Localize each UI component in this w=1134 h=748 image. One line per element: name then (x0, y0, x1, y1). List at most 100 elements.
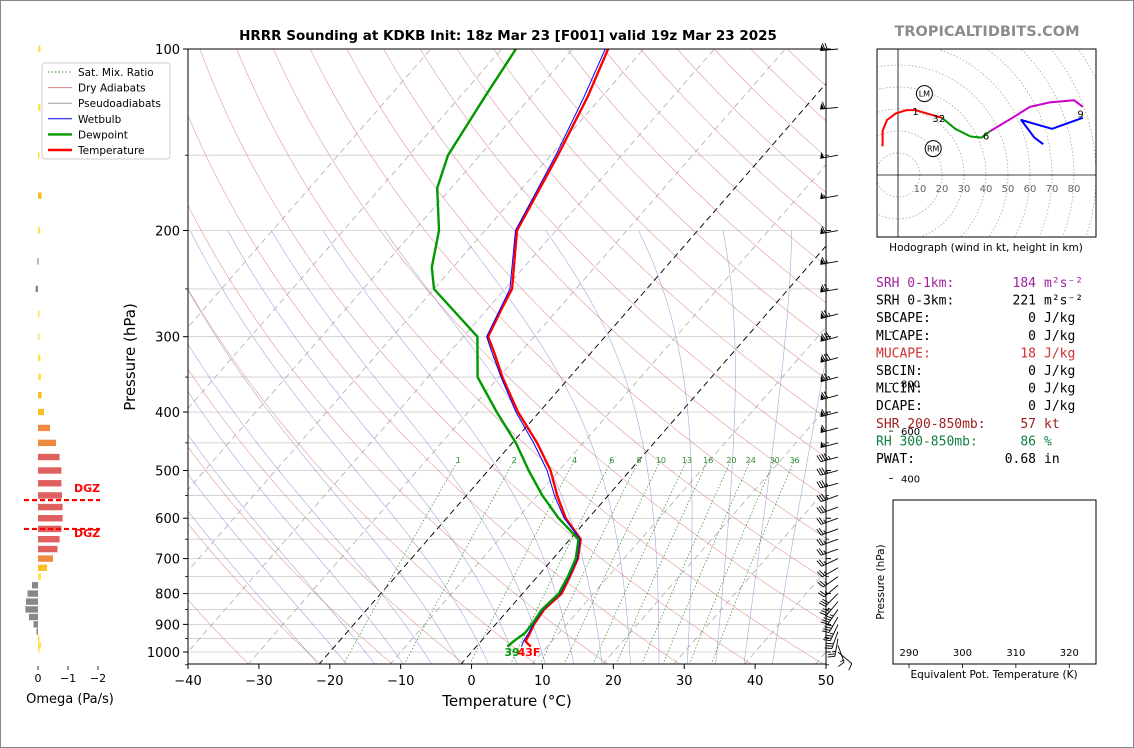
wind-barb-staff (829, 624, 839, 641)
hodograph-segment (989, 99, 1084, 132)
hodograph-segment (941, 117, 991, 139)
hodograph-ring-label: 10 (914, 184, 927, 195)
wind-barb-full (821, 610, 829, 614)
theta-e-box (892, 499, 1097, 665)
wind-barb-full (821, 480, 826, 487)
wind-barb-full (818, 559, 825, 566)
wind-barb-full (821, 453, 826, 461)
wind-barb-staff (826, 601, 839, 616)
surface-dewpoint-label: 39 (504, 646, 519, 659)
mixing-ratio-labels: 1 2 4 6 8 10 13 16 20 24 30 36 (456, 456, 800, 465)
theta-e-y-tick-label: 600 (901, 427, 920, 438)
wind-barb-full (816, 507, 822, 514)
wind-barb-full (822, 101, 826, 109)
hodograph-panel: 10 20 30 40 50 60 70 80 LM RM 1 3 2 6 9 Hodograph (wi… (876, 48, 1097, 254)
omega-bar (38, 573, 41, 580)
theta-e-xlabel: Equivalent Pot. Temperature (K) (910, 669, 1077, 681)
wind-barb (820, 441, 839, 448)
wind-barb (827, 638, 839, 658)
wind-barb-full (818, 548, 824, 555)
wind-barb (820, 226, 839, 235)
y-tick-label: 900 (155, 618, 180, 633)
x-tick-label: −30 (245, 674, 272, 689)
skew-t-axes-box (187, 48, 827, 665)
wind-barb-full (821, 392, 826, 399)
hodograph-segment (915, 109, 943, 119)
wind-barb-full (821, 424, 826, 432)
omega-bar (38, 104, 41, 111)
pseudoadiabat-line (188, 473, 347, 664)
dry-adiabat-line (823, 49, 826, 52)
wind-barb (823, 624, 839, 642)
wind-barb-full (822, 619, 830, 623)
wind-barb (820, 353, 839, 363)
wind-barb (817, 576, 839, 588)
stat-label: SBCIN: (876, 364, 923, 379)
stat-label: PWAT: (876, 452, 915, 467)
wind-barb (820, 391, 839, 401)
wind-barb (820, 152, 839, 159)
isotherm-dashed-line (188, 49, 573, 491)
mixing-ratio-label: 24 (746, 456, 756, 465)
wind-barb-full (823, 373, 829, 381)
stat-value: 86 (1020, 434, 1036, 449)
wind-barb-staff (820, 517, 839, 525)
wind-barb-full (823, 453, 829, 460)
wind-barb-full (819, 590, 827, 596)
theta-e-x-tick-label: 320 (1060, 648, 1079, 659)
storm-motion-label: RM (927, 145, 940, 154)
mixing-ratio-line (711, 459, 795, 664)
wind-barb (820, 192, 839, 200)
wind-barb-half (828, 375, 831, 380)
stat-unit: m²s⁻² (1044, 276, 1083, 291)
wind-barb-full (818, 468, 824, 475)
skew-t-x-ticks: −40 −30 −20 −10 0 10 20 30 40 50 (174, 664, 834, 689)
wind-barb-full (823, 391, 829, 399)
wind-barb-full (821, 630, 830, 634)
omega-bar (38, 635, 40, 642)
wind-barb-full (817, 582, 824, 588)
wind-barb-flag (820, 356, 825, 363)
mixing-ratio-line (592, 459, 688, 664)
wind-barb (820, 42, 839, 52)
hodograph-segment (881, 109, 916, 147)
skew-t-grid (188, 49, 826, 664)
wind-barb-full (823, 310, 829, 317)
wind-barb-staff (820, 548, 839, 556)
hodograph-height-label: 1 (912, 107, 918, 118)
mixing-ratio-line (510, 459, 613, 664)
wind-barb-full (816, 518, 822, 525)
wind-barb (820, 310, 839, 320)
pseudoadiabat-line (189, 230, 489, 664)
wind-barb (820, 101, 839, 110)
wind-barb-half (828, 312, 831, 317)
pseudoadiabat-line (322, 230, 574, 664)
pseudoadiabat-line (271, 230, 546, 664)
omega-bar (29, 613, 38, 621)
wind-barb-flag (820, 285, 825, 293)
legend-label: Temperature (77, 145, 145, 157)
wind-barb-full (816, 455, 821, 462)
stat-unit: in (1044, 452, 1060, 467)
theta-e-ylabel: Pressure (hPa) (875, 544, 887, 619)
wind-barb-full (837, 661, 845, 667)
wind-barb-full (825, 634, 833, 637)
stat-value: 221 (1013, 294, 1036, 309)
wind-barb-full (824, 615, 833, 619)
wind-barb-staff (820, 495, 839, 503)
theta-e-y-tick-label: 400 (901, 475, 920, 486)
wind-barb-staff (820, 470, 839, 476)
mixing-ratio-line (404, 459, 515, 664)
wind-barb-staff (820, 482, 839, 489)
wind-barb (821, 616, 839, 634)
omega-bar (27, 590, 38, 597)
omega-bar (38, 642, 41, 649)
wind-barb-flag (820, 393, 825, 400)
wind-barb-full (823, 332, 829, 340)
wind-barb-half (823, 442, 826, 447)
wind-barb-staff (820, 456, 839, 463)
wind-barb-staff (827, 609, 839, 625)
omega-bar (38, 492, 62, 499)
mixing-ratio-label: 13 (682, 456, 692, 465)
